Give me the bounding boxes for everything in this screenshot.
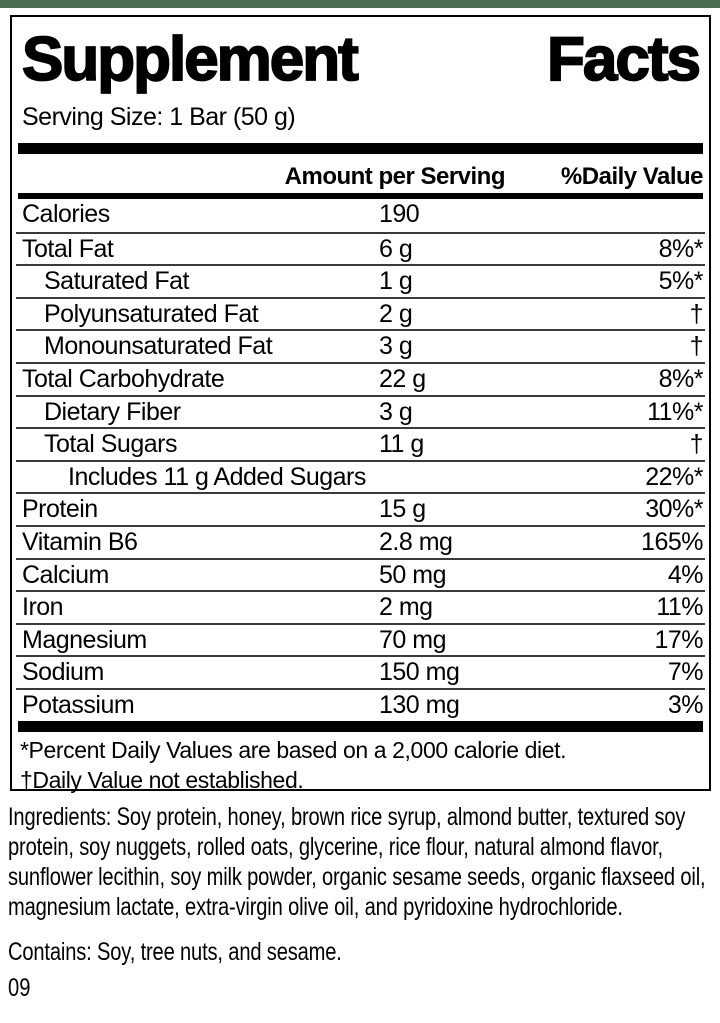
nutrient-daily-value: 4% (667, 560, 704, 589)
panel-title-word-supplement: Supplement (21, 25, 360, 94)
nutrient-amount: 2.8 mg (379, 527, 453, 556)
nutrient-amount: 3 g (379, 397, 413, 426)
table-row: Iron 2 mg 11% (16, 590, 705, 623)
divider-bar-top (18, 143, 703, 154)
nutrient-name: Dietary Fiber (44, 397, 181, 426)
nutrient-daily-value: 165% (641, 527, 703, 556)
table-row: Total Fat 6 g 8%* (16, 231, 705, 265)
nutrient-amount: 2 g (379, 299, 413, 328)
serving-size-text: Serving Size: 1 Bar (50 g) (22, 103, 296, 131)
nutrient-amount: 15 g (379, 495, 426, 524)
nutrient-name: Includes 11 g Added Sugars (68, 462, 366, 491)
nutrient-daily-value: † (689, 299, 704, 328)
table-row: Includes 11 g Added Sugars 22%* (16, 459, 705, 493)
table-row: Magnesium 70 mg 17% (16, 622, 705, 656)
supplement-facts-panel: Supplement Facts Serving Size: 1 Bar (50… (10, 15, 711, 793)
below-panel-text: Ingredients: Soy protein, honey, brown r… (8, 802, 710, 1002)
nutrient-amount: 6 g (379, 234, 413, 263)
nutrient-amount: 1 g (379, 267, 413, 296)
nutrient-daily-value: 8%* (658, 364, 704, 393)
nutrient-name: Calcium (22, 560, 109, 589)
nutrient-daily-value: 5%* (658, 267, 704, 296)
nutrient-name: Monounsaturated Fat (44, 332, 273, 361)
table-row: Calories 190 (16, 199, 705, 232)
table-row: Vitamin B6 2.8 mg 165% (16, 524, 705, 558)
nutrient-amount: 2 mg (379, 593, 433, 622)
panel-title: Supplement Facts (16, 17, 705, 93)
nutrient-amount: 190 (379, 200, 420, 228)
nutrient-daily-value: 22%* (645, 462, 703, 491)
nutrient-name: Polyunsaturated Fat (44, 299, 259, 328)
nutrient-daily-value: 30%* (645, 495, 703, 524)
amount-column-header: Amount per Serving (284, 163, 506, 190)
nutrient-daily-value: † (689, 332, 704, 361)
table-row: Polyunsaturated Fat 2 g † (16, 296, 705, 330)
table-row: Saturated Fat 1 g 5%* (16, 264, 705, 297)
divider-bar-bottom (18, 720, 703, 732)
panel-title-word-facts: Facts (546, 25, 702, 94)
nutrient-daily-value: 8%* (658, 234, 704, 263)
top-accent-bar (0, 0, 720, 8)
nutrient-name: Saturated Fat (44, 267, 189, 296)
footnote-dagger: †Daily Value not established. (20, 766, 304, 793)
table-row: Calcium 50 mg 4% (16, 557, 705, 591)
nutrient-amount: 22 g (379, 364, 426, 393)
nutrient-daily-value: 7% (667, 658, 704, 687)
table-row: Total Carbohydrate 22 g 8%* (16, 361, 705, 395)
nutrient-name: Protein (22, 495, 98, 524)
nutrient-name: Sodium (22, 658, 104, 687)
table-row: Total Sugars 11 g † (16, 427, 705, 460)
nutrient-amount: 11 g (379, 430, 424, 459)
facts-rows: Calories 190 Total Fat 6 g 8%* Saturated… (16, 199, 705, 721)
table-row: Potassium 130 mg 3% (16, 687, 705, 721)
nutrient-daily-value: 17% (654, 625, 703, 654)
footnotes: *Percent Daily Values are based on a 2,0… (16, 732, 705, 795)
nutrient-name: Iron (22, 593, 64, 622)
nutrient-amount: 150 mg (379, 658, 460, 687)
nutrient-amount: 130 mg (379, 690, 460, 719)
footer-code: 09 (8, 974, 31, 1002)
table-row: Sodium 150 mg 7% (16, 655, 705, 688)
nutrient-daily-value: 3% (667, 690, 704, 719)
nutrient-name: Total Fat (22, 234, 114, 263)
divider-bar-header (18, 193, 703, 199)
table-row: Dietary Fiber 3 g 11%* (16, 394, 705, 428)
nutrient-daily-value: 11%* (647, 397, 703, 426)
table-row: Protein 15 g 30%* (16, 492, 705, 525)
column-header-row: Amount per Serving %Daily Value (16, 154, 705, 193)
daily-value-column-header: %Daily Value (560, 163, 704, 190)
footnote-percent-dv: *Percent Daily Values are based on a 2,0… (20, 736, 567, 763)
nutrient-amount: 70 mg (379, 625, 446, 654)
nutrient-name: Total Sugars (44, 430, 177, 459)
nutrient-name: Calories (22, 200, 110, 228)
nutrient-name: Vitamin B6 (22, 527, 138, 556)
nutrient-name: Potassium (22, 690, 135, 719)
nutrient-daily-value: † (689, 430, 704, 459)
contains-text: Contains: Soy, tree nuts, and sesame. (8, 938, 342, 966)
nutrient-daily-value: 11% (656, 593, 703, 622)
ingredients-text: Ingredients: Soy protein, honey, brown r… (8, 803, 706, 921)
nutrient-amount: 50 mg (379, 560, 446, 589)
nutrient-name: Total Carbohydrate (22, 364, 225, 393)
nutrient-name: Magnesium (22, 625, 147, 654)
nutrient-amount: 3 g (379, 332, 413, 361)
table-row: Monounsaturated Fat 3 g † (16, 329, 705, 362)
